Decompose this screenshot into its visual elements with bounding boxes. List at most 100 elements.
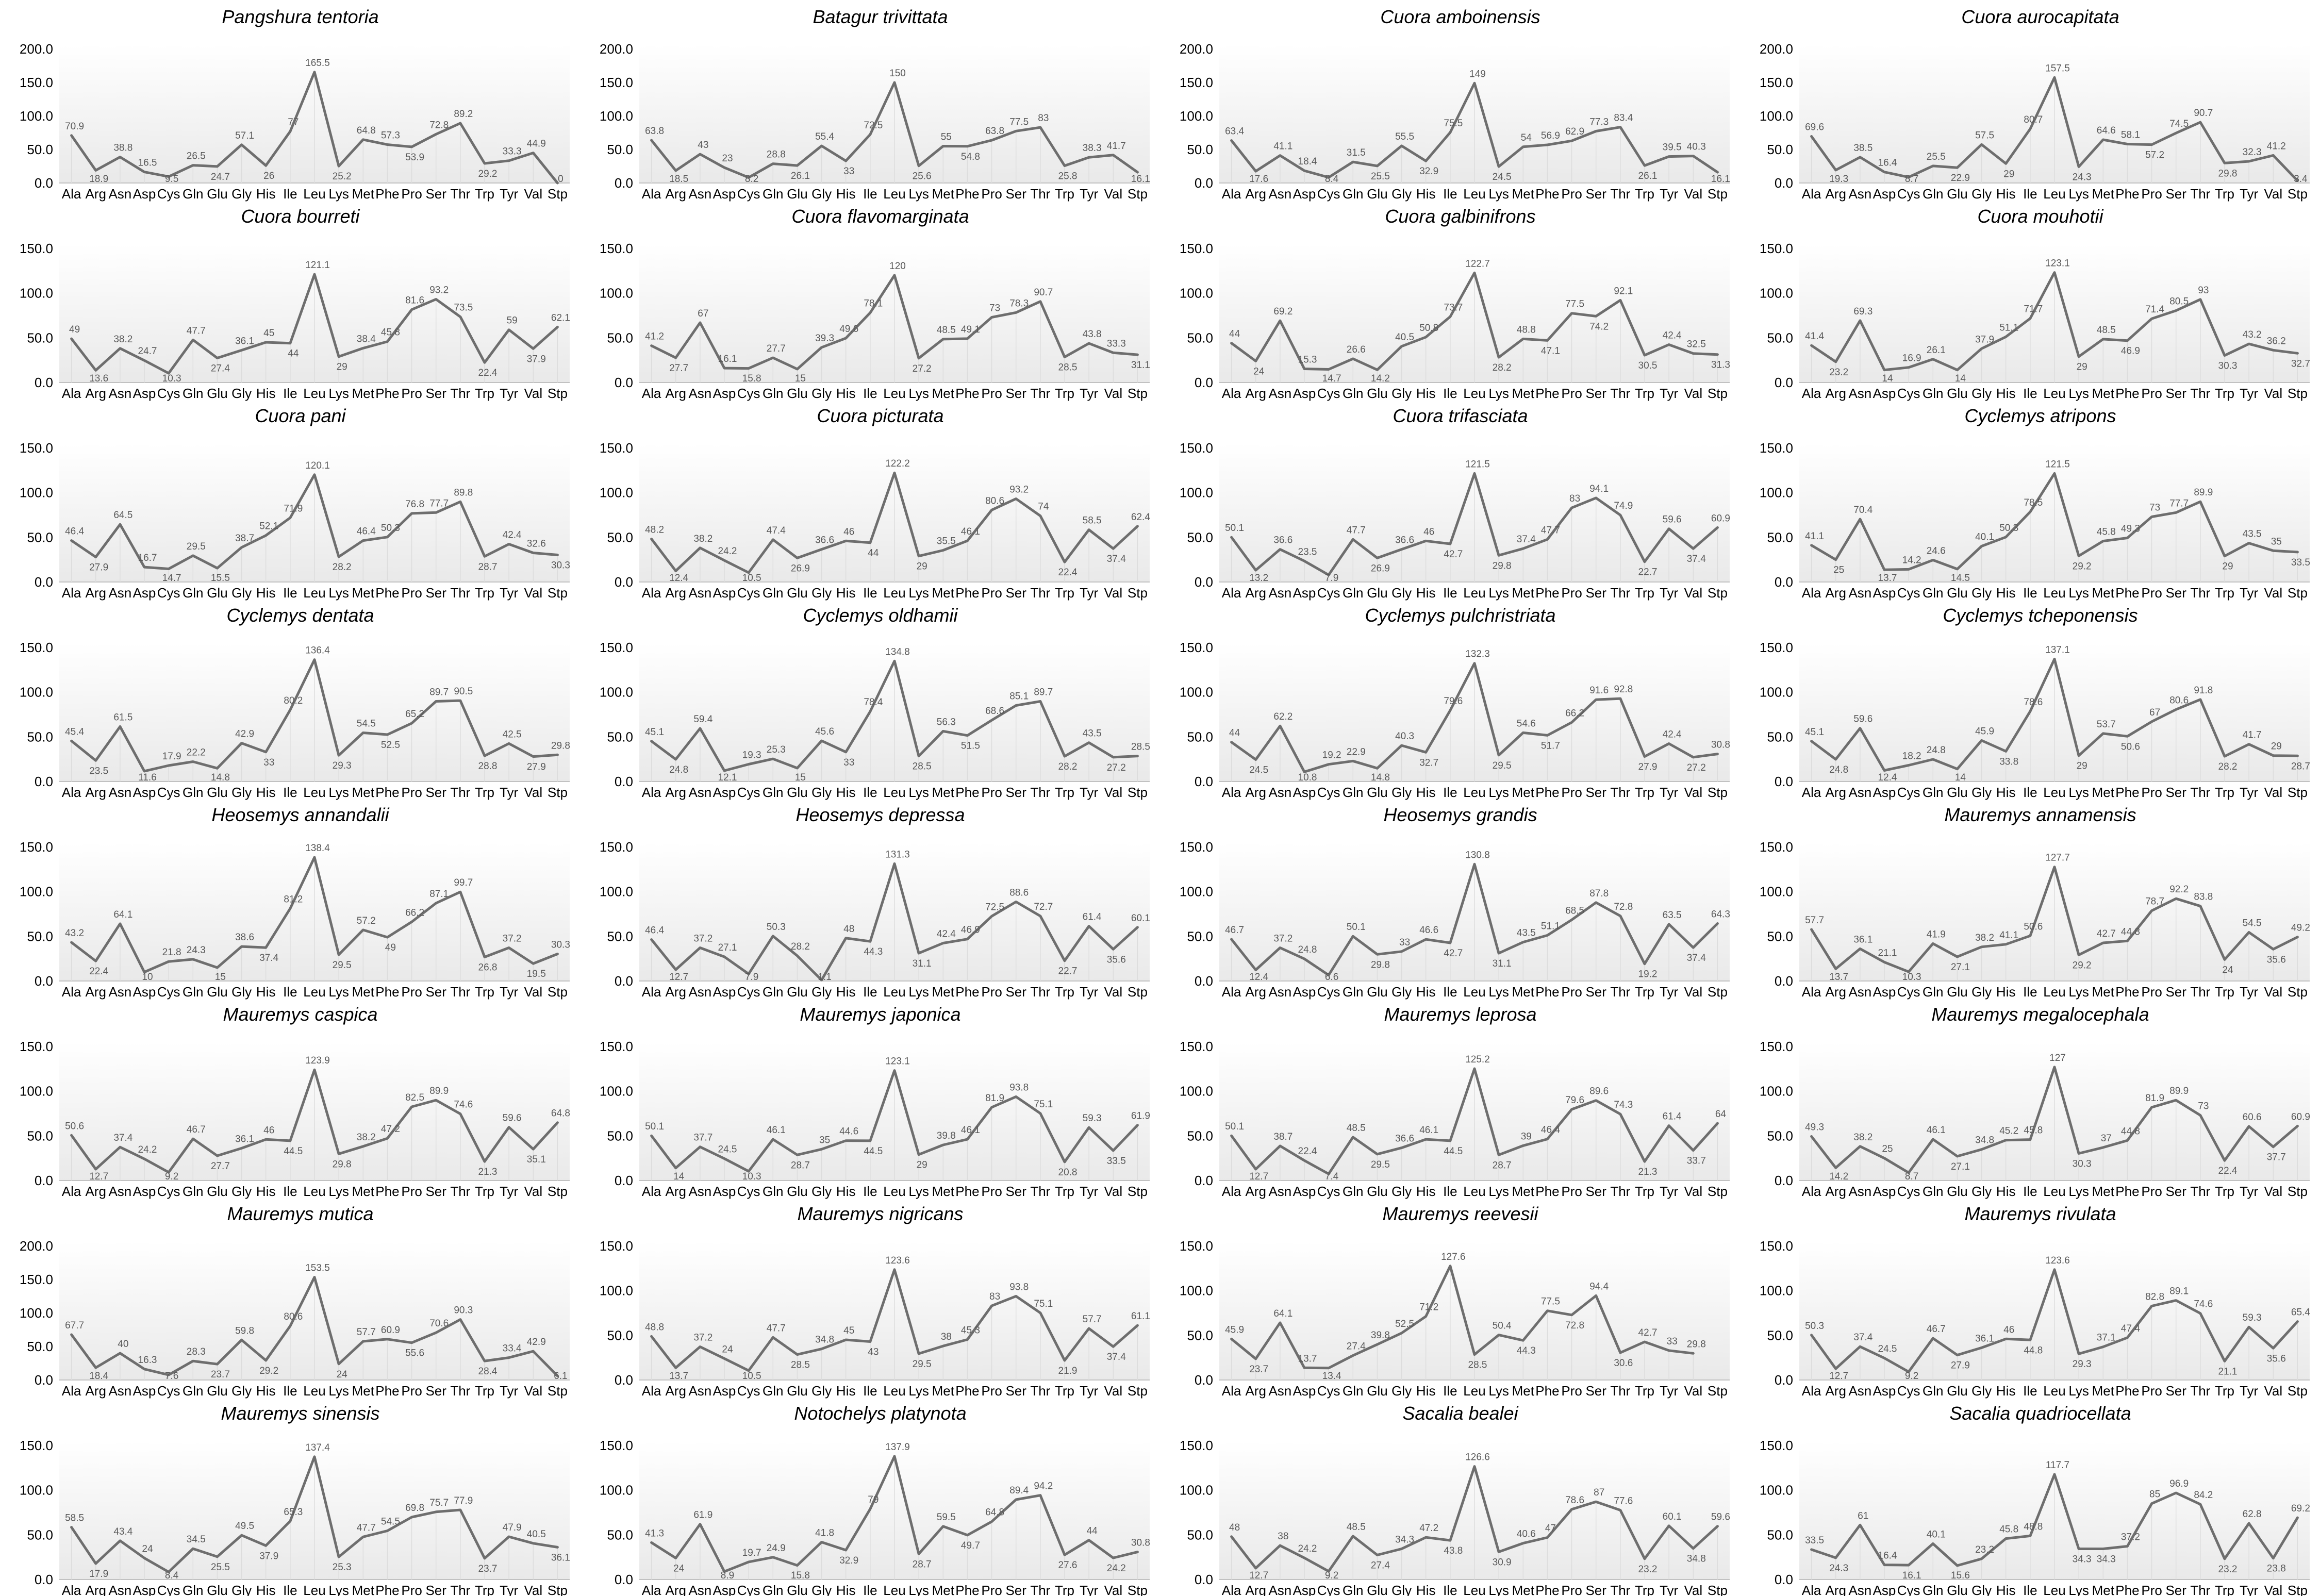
x-tick-label: Tyr <box>1660 386 1678 401</box>
data-label: 33 <box>1399 937 1410 948</box>
data-label: 24.5 <box>1493 172 1512 182</box>
data-label: 33 <box>843 166 854 177</box>
x-tick-label: Glu <box>1367 1184 1387 1199</box>
y-tick-label: 150.0 <box>1760 640 1793 655</box>
x-tick-label: Tyr <box>1660 1583 1678 1596</box>
data-label: 56.9 <box>1541 130 1560 141</box>
data-label: 57.2 <box>357 916 376 926</box>
data-label: 34.3 <box>2073 1554 2092 1565</box>
y-tick-label: 100.0 <box>1180 1283 1213 1299</box>
x-tick-label: Leu <box>883 1383 905 1399</box>
data-label: 30.6 <box>1614 1358 1633 1369</box>
data-label: 78.5 <box>2024 497 2043 508</box>
x-tick-label: Pro <box>981 386 1002 401</box>
x-tick-label: His <box>1996 785 2016 800</box>
data-label: 45.8 <box>1999 1524 2018 1535</box>
data-label: 125.2 <box>1465 1054 1490 1065</box>
x-tick-label: Ile <box>283 785 297 800</box>
x-tick-label: Stp <box>2288 1184 2308 1199</box>
data-label: 89.9 <box>429 1086 449 1096</box>
x-tick-label: Val <box>1104 1383 1122 1399</box>
data-label: 35.1 <box>527 1154 546 1165</box>
x-tick-label: Asp <box>713 1583 736 1596</box>
x-tick-label: Ala <box>62 386 81 401</box>
data-label: 28.5 <box>913 761 932 772</box>
x-tick-label: Pro <box>981 1184 1002 1199</box>
data-label: 38 <box>941 1332 952 1342</box>
x-tick-label: Gln <box>183 585 203 601</box>
data-label: 42.4 <box>1663 330 1682 341</box>
data-label: 121.1 <box>305 260 330 271</box>
y-tick-label: 50.0 <box>607 1128 633 1143</box>
data-label: 19.3 <box>1829 174 1848 185</box>
data-label: 37.2 <box>693 1333 712 1343</box>
data-label: 24.3 <box>1829 1563 1848 1574</box>
data-label: 29 <box>917 1160 927 1171</box>
data-label: 46.9 <box>961 925 980 936</box>
x-tick-label: Asn <box>1268 785 1291 800</box>
y-tick-label: 200.0 <box>20 1238 53 1254</box>
x-tick-label: Asp <box>133 585 156 601</box>
series-line <box>1810 657 2299 772</box>
y-tick-label: 0.0 <box>35 1372 53 1388</box>
data-label: 42.7 <box>2097 928 2116 939</box>
x-tick-label: Val <box>2264 984 2282 1000</box>
data-label: 37.2 <box>1273 934 1292 944</box>
x-tick-label: Ser <box>425 585 446 601</box>
x-tick-label: Met <box>352 984 375 1000</box>
y-tick-label: 0.0 <box>1195 1372 1213 1388</box>
x-tick-label: Ile <box>1443 1383 1457 1399</box>
x-tick-label: Gly <box>1971 186 1992 202</box>
data-label: 24.8 <box>1927 745 1946 756</box>
y-tick-label: 0.0 <box>1775 175 1793 191</box>
x-tick-label: Thr <box>2190 785 2210 800</box>
x-tick-label: Ser <box>1585 386 1606 401</box>
x-tick-label: Asn <box>688 186 711 202</box>
data-label: 54 <box>1521 132 1532 143</box>
data-label: 47.2 <box>381 1124 400 1135</box>
data-label: 15 <box>795 373 806 384</box>
x-tick-label: Gln <box>1923 386 1943 401</box>
data-label: 42.5 <box>503 729 522 740</box>
x-tick-label: Gln <box>1923 785 1943 800</box>
x-tick-label: Pro <box>2141 186 2162 202</box>
data-label: 30.3 <box>551 560 570 571</box>
data-label: 72.8 <box>1614 902 1633 912</box>
series-line <box>70 71 559 185</box>
x-tick-label: Tyr <box>2240 585 2258 601</box>
chart-title: Cyclemys pulchristriata <box>1365 605 1555 626</box>
x-tick-label: Tyr <box>2240 186 2258 202</box>
data-label: 16.1 <box>718 354 737 364</box>
x-tick-label: Leu <box>1463 984 1485 1000</box>
data-label: 24 <box>1253 366 1265 377</box>
data-label: 48 <box>1229 1522 1240 1533</box>
data-label: 45 <box>263 328 274 339</box>
x-tick-label: Glu <box>207 785 227 800</box>
data-label: 89.6 <box>1589 1086 1609 1097</box>
x-tick-label: Leu <box>303 785 325 800</box>
data-label: 71.7 <box>2024 304 2043 315</box>
data-label: 67 <box>2149 707 2160 718</box>
y-tick-label: 100.0 <box>1760 1483 1793 1498</box>
data-label: 37.2 <box>503 934 522 944</box>
data-label: 49 <box>385 942 396 953</box>
y-tick-label: 100.0 <box>1760 485 1793 501</box>
data-label: 12.7 <box>669 972 688 983</box>
x-tick-label: Phe <box>1535 1583 1559 1596</box>
data-label: 27.4 <box>1347 1341 1366 1352</box>
line-chart: Batagur trivittata0.050.0100.0150.0200.0… <box>600 6 1150 202</box>
data-label: 28.7 <box>1493 1160 1512 1171</box>
x-tick-label: His <box>1996 186 2016 202</box>
data-label: 47.4 <box>767 525 786 536</box>
x-tick-label: Gly <box>811 386 832 401</box>
x-tick-label: Arg <box>1245 1184 1266 1199</box>
x-tick-label: Lys <box>908 984 929 1000</box>
x-tick-label: His <box>256 1184 276 1199</box>
x-tick-label: Thr <box>1030 785 1050 800</box>
data-label: 72.5 <box>864 120 883 131</box>
data-label: 52.5 <box>381 740 400 751</box>
data-label: 78.6 <box>1565 1495 1584 1506</box>
data-label: 47.7 <box>1347 525 1366 536</box>
x-tick-label: Stp <box>1708 585 1728 601</box>
series-line <box>1230 1465 1719 1573</box>
